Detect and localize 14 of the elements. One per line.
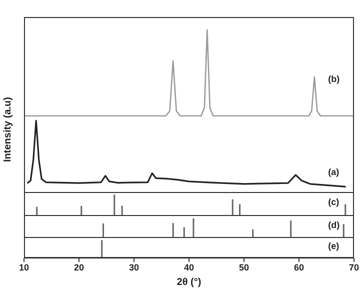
- x-tick-label: 70: [348, 262, 360, 272]
- series-label: (b): [328, 74, 340, 84]
- x-tick-label: 40: [184, 262, 194, 272]
- x-tick-label: 50: [238, 262, 250, 272]
- x-tick-label: 20: [74, 262, 84, 272]
- text: (e): [328, 241, 340, 251]
- y-axis-title: Intensity (a.u): [2, 96, 14, 162]
- x-tick-label: 30: [128, 262, 140, 272]
- x-tick-label: 10: [18, 262, 30, 272]
- series-label: (d): [328, 220, 340, 230]
- x-axis-title: 2θ (°): [176, 277, 202, 288]
- series-label: (c): [328, 197, 340, 207]
- series-label: (a): [328, 166, 340, 177]
- x-tick-label: 60: [294, 262, 304, 272]
